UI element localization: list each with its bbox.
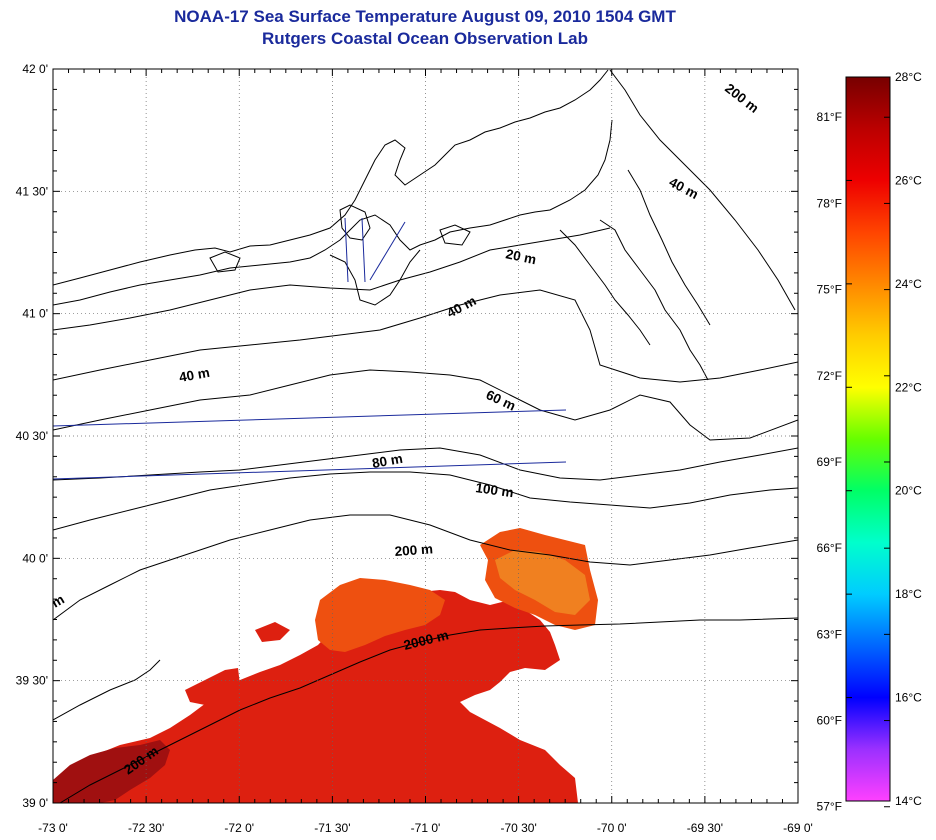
- transect-short-c: [369, 221, 406, 281]
- longitude-label: -73 0': [38, 821, 68, 835]
- colorbar-fahrenheit-label: 69°F: [817, 455, 842, 469]
- colorbar-fahrenheit-label: 63°F: [817, 627, 842, 641]
- transect-north: [53, 409, 567, 427]
- colorbar-fahrenheit-labels: 81°F 78°F 75°F 72°F 69°F 66°F 63°F 60°F 57°F: [817, 110, 890, 814]
- title-block: NOAA-17 Sea Surface Temperature August 0…: [52, 6, 798, 50]
- colorbar-celsius-label: 26°C: [895, 173, 922, 187]
- sst-patch-southwest: [60, 590, 578, 803]
- latitude-labels: 39 0' 39 30' 40 0' 40 30' 41 0' 41 30' 42 0': [16, 62, 48, 810]
- contour-40m-north: [609, 69, 796, 311]
- longitude-label: -70 30': [500, 821, 536, 835]
- sst-patch-mid: [315, 578, 445, 652]
- colorbar-fahrenheit-label: 78°F: [817, 196, 842, 210]
- colorbar-celsius-label: 20°C: [895, 484, 922, 498]
- colorbar-celsius-label: 22°C: [895, 380, 922, 394]
- contour-label-40m-west: 40 m: [178, 365, 211, 385]
- contour-label-80m: 80 m: [371, 451, 404, 471]
- contour-100m: [53, 471, 798, 531]
- colorbar-fahrenheit-label: 60°F: [817, 714, 842, 728]
- colorbar-frame: [845, 76, 891, 802]
- longitude-label: -70 0': [597, 821, 627, 835]
- colorbar-celsius-label: 16°C: [895, 691, 922, 705]
- latitude-label: 40 30': [16, 429, 48, 443]
- contour-200m: [53, 514, 798, 621]
- contour-40m: [53, 289, 798, 383]
- longitude-label: -69 0': [783, 821, 813, 835]
- bathymetry-contours: [53, 69, 798, 803]
- colorbar-fahrenheit-label: 66°F: [817, 541, 842, 555]
- contour-2000m: [59, 617, 798, 803]
- contour-20m: [53, 227, 611, 331]
- colorbar-celsius-label: 24°C: [895, 277, 922, 291]
- sst-patch-amber: [495, 550, 590, 615]
- latitude-label: 40 0': [22, 551, 48, 565]
- contour-label-200m: 200 m: [394, 541, 433, 559]
- colorbar-fahrenheit-label: 75°F: [817, 283, 842, 297]
- longitude-label: -71 0': [411, 821, 441, 835]
- latitude-label: 39 0': [22, 796, 48, 810]
- colorbar-fahrenheit-label: 57°F: [817, 800, 842, 814]
- longitude-label: -71 30': [314, 821, 350, 835]
- colorbar-fahrenheit-label: 72°F: [817, 369, 842, 383]
- contour-label-20m: 20 m: [504, 246, 537, 267]
- sst-patch-dark-corner: [53, 740, 170, 803]
- graticule: [52, 68, 799, 804]
- sst-data-layer: [53, 528, 598, 803]
- coastline: [53, 69, 711, 381]
- colorbar-celsius-label: 14°C: [895, 794, 922, 808]
- contour-200m-sw: [53, 659, 161, 721]
- sst-patch-west-small: [255, 622, 290, 642]
- contour-60m: [53, 369, 798, 441]
- transect-lines: [53, 217, 567, 480]
- latitude-label: 39 30': [16, 674, 48, 688]
- colorbar: 28°C 26°C 24°C 22°C 20°C 18°C 16°C 14°C 81°F 78°…: [817, 70, 923, 814]
- plot-frame: [52, 68, 799, 804]
- colorbar-celsius-label: 18°C: [895, 587, 922, 601]
- colorbar-celsius-label: 28°C: [895, 70, 922, 84]
- transect-short-a: [344, 217, 349, 283]
- latitude-label: 41 30': [16, 184, 48, 198]
- transect-short-b: [361, 217, 366, 283]
- longitude-label: -72 30': [128, 821, 164, 835]
- transect-south: [53, 461, 567, 480]
- longitude-labels: -73 0' -72 30' -72 0' -71 30' -71 0' -70 30' -…: [38, 821, 813, 835]
- sst-patch-west: [185, 668, 240, 705]
- contour-80m: [53, 447, 798, 481]
- longitude-label: -72 0': [224, 821, 254, 835]
- latitude-label: 42 0': [22, 62, 48, 76]
- map-subtitle: Rutgers Coastal Ocean Observation Lab: [262, 29, 588, 48]
- colorbar-fill: [846, 77, 890, 801]
- longitude-label: -69 30': [687, 821, 723, 835]
- colorbar-celsius-labels: 28°C 26°C 24°C 22°C 20°C 18°C 16°C 14°C: [846, 70, 922, 808]
- latitude-label: 41 0': [22, 307, 48, 321]
- colorbar-fahrenheit-label: 81°F: [817, 110, 842, 124]
- map-title: NOAA-17 Sea Surface Temperature August 0…: [174, 7, 676, 26]
- contour-label-100m: 100 m: [475, 480, 515, 500]
